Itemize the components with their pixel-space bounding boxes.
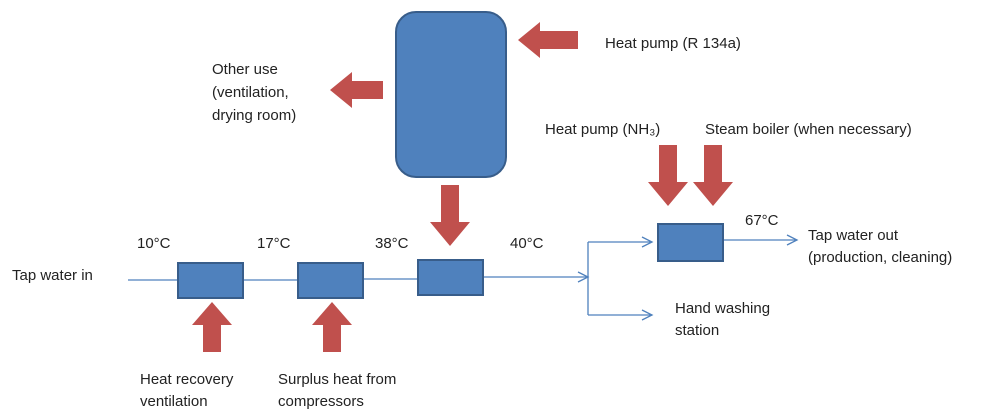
heat-input-arrow (693, 145, 733, 206)
heat-output-arrow (330, 72, 383, 108)
heat-input-arrow (192, 302, 232, 352)
heat-exchanger (417, 259, 484, 296)
label: station (675, 322, 719, 339)
heat-input-arrow (312, 302, 352, 352)
heat-output-arrow (430, 185, 470, 246)
label: (production, cleaning) (808, 249, 952, 266)
label: Tap water in (12, 267, 93, 284)
label: Hand washing (675, 300, 770, 317)
arrowhead (786, 234, 799, 246)
heat-exchanger (177, 262, 244, 299)
temperature: 40°C (510, 235, 544, 252)
label: ventilation (140, 393, 208, 410)
arrowhead (641, 309, 654, 321)
label: Tap water out (808, 227, 899, 244)
label: Heat pump (R 134a) (605, 35, 741, 52)
label: Heat pump (NH₃) (545, 121, 660, 138)
temperature: 10°C (137, 235, 171, 252)
label: Surplus heat from (278, 371, 396, 388)
heat-input-arrow (518, 22, 578, 58)
temperature: 67°C (745, 212, 779, 229)
label: compressors (278, 393, 364, 410)
heat-input-arrow (648, 145, 688, 206)
label: drying room) (212, 107, 296, 124)
storage-tank (395, 11, 507, 178)
arrowhead (641, 236, 654, 248)
heat-exchanger (297, 262, 364, 299)
label: Other use (212, 61, 278, 78)
label: Heat recovery (140, 371, 234, 388)
heat-exchanger (657, 223, 724, 262)
temperature: 17°C (257, 235, 291, 252)
label: (ventilation, (212, 84, 289, 101)
temperature: 38°C (375, 235, 409, 252)
label: Steam boiler (when necessary) (705, 121, 912, 138)
